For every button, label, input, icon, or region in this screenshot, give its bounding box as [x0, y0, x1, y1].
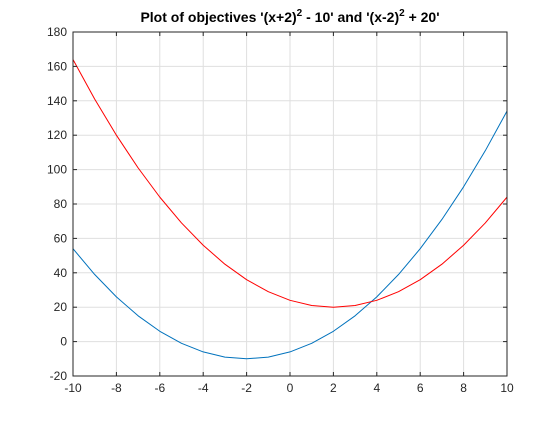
series-line-1 — [72, 110, 508, 360]
y-tick-label: 160 — [47, 59, 67, 73]
chart-title: Plot of objectives '(x+2)2 - 10' and '(x… — [140, 8, 439, 25]
y-tick-label: 180 — [47, 25, 67, 39]
x-tick-label: -6 — [154, 381, 165, 395]
x-tick-label: -10 — [64, 381, 82, 395]
y-tick-label: 80 — [54, 197, 68, 211]
x-tick-label: -8 — [111, 381, 122, 395]
x-tick-label: 2 — [330, 381, 337, 395]
y-tick-label: 120 — [47, 128, 67, 142]
chart-title-superscript-1: 2 — [297, 8, 303, 19]
series-layer — [72, 59, 508, 360]
chart-title-superscript-2: 2 — [399, 8, 405, 19]
x-tick-label: 8 — [460, 381, 467, 395]
y-tick-label: 0 — [60, 335, 67, 349]
chart-title-part3: + 20' — [405, 9, 440, 25]
x-tick-label: 4 — [373, 381, 380, 395]
x-tick-label: -2 — [241, 381, 252, 395]
y-tick-label: 20 — [54, 300, 68, 314]
series-line-2 — [72, 59, 508, 308]
y-tick-label: 140 — [47, 94, 67, 108]
ticks: -10 -8 -6 -4 -2 0 2 4 6 8 10-200204060801001201401… — [47, 25, 514, 395]
x-tick-label: 10 — [500, 381, 514, 395]
grid — [73, 32, 507, 376]
y-tick-label: 100 — [47, 163, 67, 177]
y-tick-label: -20 — [50, 369, 68, 383]
x-tick-label: 6 — [417, 381, 424, 395]
y-tick-label: 60 — [54, 231, 68, 245]
y-tick-label: 40 — [54, 266, 68, 280]
chart-title-part1: Plot of objectives '(x+2) — [140, 9, 296, 25]
x-tick-label: -4 — [198, 381, 209, 395]
x-tick-label: 0 — [287, 381, 294, 395]
chart-title-part2: - 10' and '(x-2) — [302, 9, 399, 25]
